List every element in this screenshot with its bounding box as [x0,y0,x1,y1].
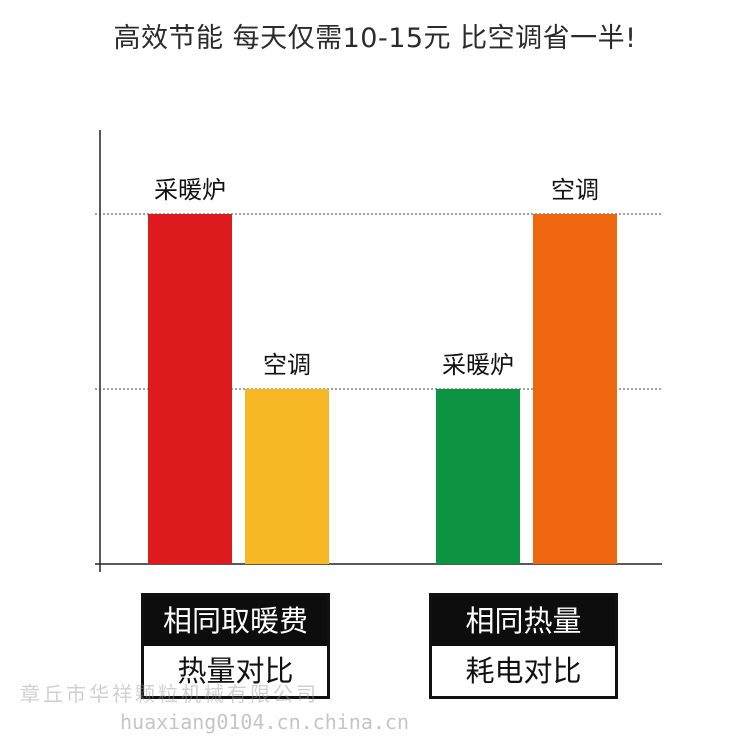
group-header: 相同取暖费 [144,596,327,646]
chart-title: 高效节能 每天仅需10-15元 比空调省一半! [113,23,637,54]
watermark-company: 章丘市华祥颗粒机械有限公司 [20,682,319,706]
bar-label: 空调 [551,176,599,204]
group-subheader: 耗电对比 [465,654,582,688]
bar-label: 采暖炉 [154,176,226,204]
bar [245,389,329,564]
group-header: 相同热量 [432,596,615,646]
group-caption-same-heat: 相同热量 耗电对比 [429,593,618,699]
bar [533,214,617,564]
group-subheader: 热量对比 [177,654,294,688]
bar [148,214,232,564]
watermark-url: huaxiang0104.cn.china.cn [120,710,409,734]
group-caption-heating-cost: 相同取暖费 热量对比 [141,593,330,699]
bar [436,389,520,564]
bar-label: 采暖炉 [442,351,514,379]
bars [148,214,617,564]
bar-label: 空调 [263,351,311,379]
